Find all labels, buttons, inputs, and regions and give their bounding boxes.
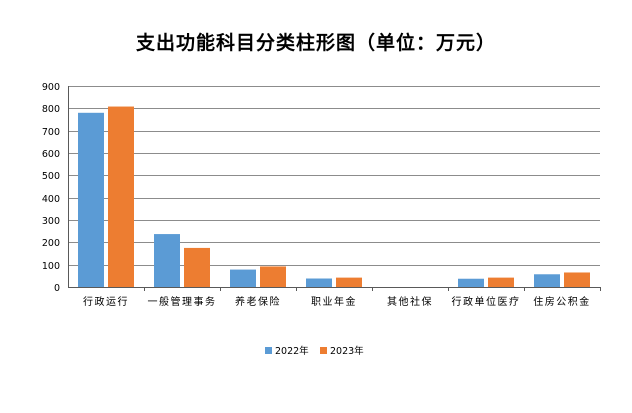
bars bbox=[78, 106, 590, 288]
bar-2022年-一般管理事务 bbox=[154, 234, 180, 287]
x-tick-label: 养老保险 bbox=[235, 295, 281, 308]
bar-2023年-行政单位医疗 bbox=[488, 277, 514, 287]
grid-lines bbox=[68, 86, 600, 266]
bar-2023年-一般管理事务 bbox=[184, 247, 210, 287]
x-tick-label: 行政运行 bbox=[83, 295, 129, 308]
x-tick-label: 一般管理事务 bbox=[148, 295, 217, 308]
x-tick-label: 住房公积金 bbox=[533, 295, 591, 308]
legend-swatch-2022年 bbox=[265, 347, 272, 354]
bar-2022年-住房公积金 bbox=[534, 274, 560, 287]
bar-2022年-养老保险 bbox=[230, 269, 256, 287]
bar-2023年-住房公积金 bbox=[564, 272, 590, 287]
x-tick-label: 其他社保 bbox=[387, 295, 433, 308]
x-tick-label: 职业年金 bbox=[311, 295, 357, 308]
y-tick-label: 700 bbox=[42, 127, 60, 138]
legend-label-2022年: 2022年 bbox=[275, 345, 309, 357]
bar-2023年-职业年金 bbox=[336, 277, 362, 287]
bar-2023年-养老保险 bbox=[260, 266, 286, 287]
legend: 2022年 2023年 bbox=[265, 345, 364, 357]
chart-title: 支出功能科目分类柱形图（单位：万元） bbox=[135, 32, 496, 54]
legend-label-2023年: 2023年 bbox=[330, 345, 364, 357]
bar-2023年-行政运行 bbox=[108, 106, 134, 288]
x-tick-label: 行政单位医疗 bbox=[452, 295, 521, 308]
y-tick-label: 100 bbox=[42, 261, 60, 272]
bar-2022年-职业年金 bbox=[306, 278, 332, 287]
y-tick-label: 400 bbox=[42, 194, 60, 205]
y-tick-label: 600 bbox=[42, 149, 60, 160]
bar-2022年-行政运行 bbox=[78, 112, 104, 287]
y-tick-label: 500 bbox=[42, 171, 60, 182]
bar-2022年-行政单位医疗 bbox=[458, 278, 484, 287]
y-tick-label: 900 bbox=[42, 82, 60, 93]
axes: 0 100 200 300 400 500 600 700 800 900 行政运行 一般管理事务 养老… bbox=[42, 82, 601, 308]
y-tick-label: 800 bbox=[42, 104, 60, 115]
y-tick-label: 0 bbox=[54, 283, 60, 294]
legend-swatch-2023年 bbox=[320, 347, 327, 354]
y-tick-label: 200 bbox=[42, 238, 60, 249]
y-tick-label: 300 bbox=[42, 216, 60, 227]
